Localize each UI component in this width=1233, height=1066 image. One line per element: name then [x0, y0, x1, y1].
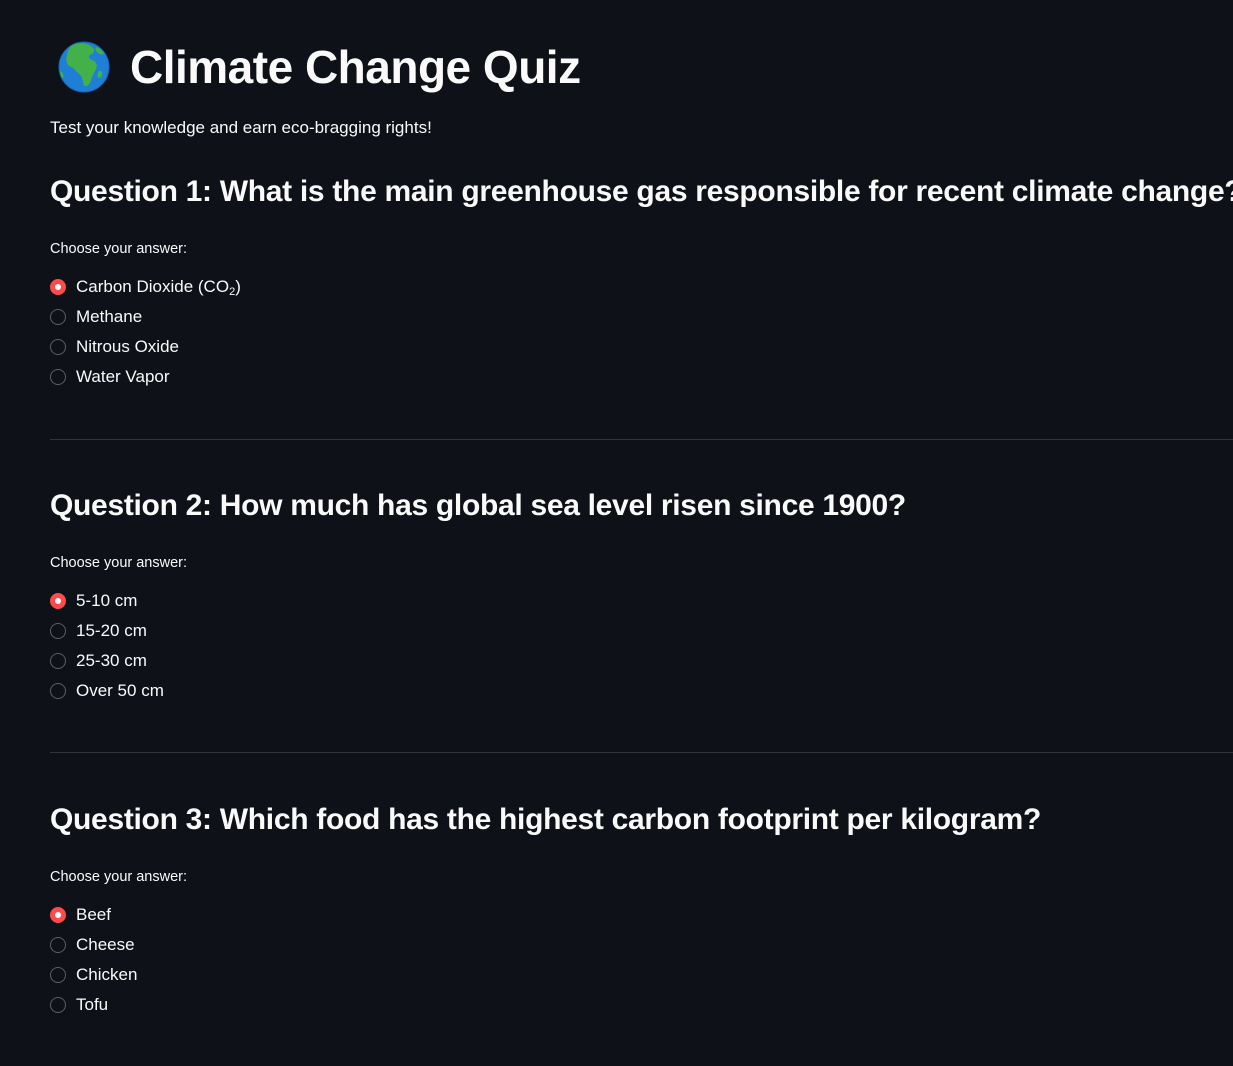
question-3-option-cheese[interactable]: Cheese	[50, 930, 1233, 960]
radio-unselected-icon[interactable]	[50, 683, 66, 699]
question-3: Question 3: Which food has the highest c…	[50, 800, 1233, 1020]
question-1-option-water-vapor[interactable]: Water Vapor	[50, 362, 1233, 392]
question-3-option-chicken[interactable]: Chicken	[50, 960, 1233, 990]
radio-selected-icon[interactable]	[50, 279, 66, 295]
globe-africa-icon	[58, 41, 110, 93]
option-label: Carbon Dioxide (CO2)	[76, 276, 241, 298]
question-3-answer-label: Choose your answer:	[50, 869, 188, 885]
question-1: Question 1: What is the main greenhouse …	[50, 172, 1233, 392]
radio-unselected-icon[interactable]	[50, 623, 66, 639]
question-2-option-5-10cm[interactable]: 5-10 cm	[50, 586, 1233, 616]
question-3-option-tofu[interactable]: Tofu	[50, 990, 1233, 1020]
page-title: Climate Change Quiz	[130, 41, 581, 93]
option-label: Cheese	[76, 935, 135, 954]
question-2-option-25-30cm[interactable]: 25-30 cm	[50, 646, 1233, 676]
question-3-radio-group: Beef Cheese Chicken Tofu	[50, 900, 1233, 1020]
option-label: Over 50 cm	[76, 681, 164, 700]
radio-unselected-icon[interactable]	[50, 339, 66, 355]
question-1-option-methane[interactable]: Methane	[50, 302, 1233, 332]
question-1-heading: Question 1: What is the main greenhouse …	[50, 175, 1233, 208]
radio-unselected-icon[interactable]	[50, 997, 66, 1013]
question-2-heading: Question 2: How much has global sea leve…	[50, 489, 906, 522]
radio-selected-icon[interactable]	[50, 907, 66, 923]
option-label: Beef	[76, 905, 111, 924]
radio-unselected-icon[interactable]	[50, 937, 66, 953]
radio-unselected-icon[interactable]	[50, 369, 66, 385]
option-label: 15-20 cm	[76, 621, 147, 640]
question-1-option-carbon-dioxide[interactable]: Carbon Dioxide (CO2)	[50, 272, 1233, 302]
question-2-radio-group: 5-10 cm 15-20 cm 25-30 cm Over 50 cm	[50, 586, 1233, 706]
question-2-option-over-50cm[interactable]: Over 50 cm	[50, 676, 1233, 706]
radio-selected-icon[interactable]	[50, 593, 66, 609]
option-label: Methane	[76, 307, 143, 326]
radio-unselected-icon[interactable]	[50, 967, 66, 983]
question-1-radio-group: Carbon Dioxide (CO2) Methane Nitrous Oxi…	[50, 272, 1233, 392]
question-1-answer-label: Choose your answer:	[50, 241, 188, 257]
question-1-option-nitrous-oxide[interactable]: Nitrous Oxide	[50, 332, 1233, 362]
question-3-heading: Question 3: Which food has the highest c…	[50, 803, 1041, 836]
radio-unselected-icon[interactable]	[50, 653, 66, 669]
question-3-option-beef[interactable]: Beef	[50, 900, 1233, 930]
option-label: 5-10 cm	[76, 591, 138, 610]
page-subtitle: Test your knowledge and earn eco-braggin…	[50, 118, 432, 137]
option-label: 25-30 cm	[76, 651, 147, 670]
question-2-answer-label: Choose your answer:	[50, 555, 188, 571]
divider	[50, 439, 1233, 440]
option-label: Chicken	[76, 965, 138, 984]
option-label: Nitrous Oxide	[76, 337, 179, 356]
question-2-option-15-20cm[interactable]: 15-20 cm	[50, 616, 1233, 646]
option-label: Tofu	[76, 995, 109, 1014]
title-row: Climate Change Quiz	[58, 36, 581, 98]
option-label: Water Vapor	[76, 367, 170, 386]
divider	[50, 752, 1233, 753]
question-2: Question 2: How much has global sea leve…	[50, 486, 1233, 706]
radio-unselected-icon[interactable]	[50, 309, 66, 325]
